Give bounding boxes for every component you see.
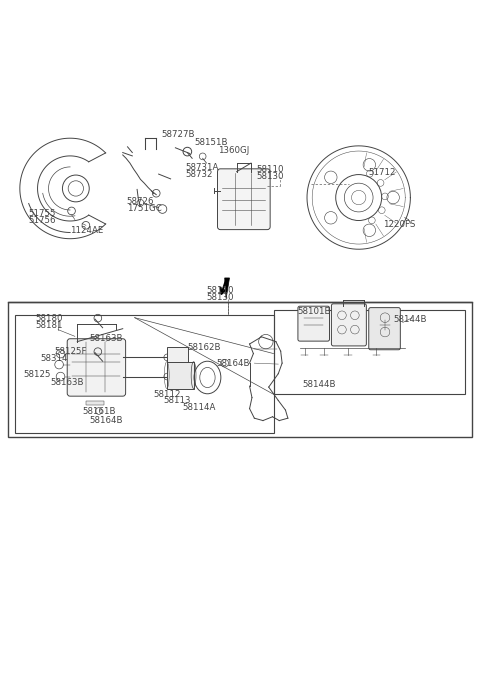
Text: 58180: 58180 (35, 314, 63, 323)
Text: 58161B: 58161B (82, 407, 116, 416)
Text: 58125: 58125 (24, 370, 51, 379)
Text: 1220FS: 1220FS (383, 220, 415, 229)
Text: 58164B: 58164B (216, 358, 250, 367)
FancyBboxPatch shape (331, 304, 366, 346)
Text: 58144B: 58144B (393, 315, 427, 324)
FancyBboxPatch shape (298, 306, 329, 341)
Text: 58112: 58112 (153, 390, 180, 399)
Text: 1124AE: 1124AE (70, 226, 104, 235)
Text: 58130: 58130 (257, 171, 284, 180)
Bar (274, 310, 465, 394)
Text: 58130: 58130 (206, 292, 234, 301)
Text: 58113: 58113 (163, 396, 191, 405)
Text: 51712: 51712 (368, 168, 396, 177)
Text: 51756: 51756 (28, 216, 56, 225)
Text: 58110: 58110 (257, 165, 284, 174)
Text: 1751GC: 1751GC (127, 204, 161, 213)
Polygon shape (225, 278, 229, 299)
Text: 58727B: 58727B (161, 130, 194, 139)
Text: 58726: 58726 (127, 197, 154, 206)
Text: 51755: 51755 (28, 209, 56, 218)
Text: 58164B: 58164B (89, 416, 123, 425)
Bar (167, 362, 193, 389)
Text: 58125F: 58125F (54, 347, 87, 356)
Text: 58731A: 58731A (185, 163, 218, 173)
Text: 58110: 58110 (206, 286, 234, 295)
Text: 58162B: 58162B (187, 343, 221, 352)
Text: 58144B: 58144B (302, 380, 336, 389)
Bar (8, 302, 472, 438)
Text: 1360GJ: 1360GJ (218, 146, 250, 155)
Bar (15, 315, 274, 433)
FancyBboxPatch shape (67, 338, 126, 396)
FancyBboxPatch shape (217, 169, 270, 230)
Bar (86, 401, 104, 405)
Bar (167, 347, 188, 374)
Text: 58181: 58181 (35, 321, 63, 330)
Text: 58114A: 58114A (182, 403, 216, 412)
Text: 58163B: 58163B (89, 334, 123, 343)
FancyBboxPatch shape (369, 308, 400, 350)
Text: 58151B: 58151B (194, 138, 228, 147)
Text: 58163B: 58163B (50, 378, 84, 387)
Text: 58101B: 58101B (298, 307, 331, 316)
Text: 58732: 58732 (185, 170, 213, 179)
Text: 58314: 58314 (40, 354, 68, 363)
